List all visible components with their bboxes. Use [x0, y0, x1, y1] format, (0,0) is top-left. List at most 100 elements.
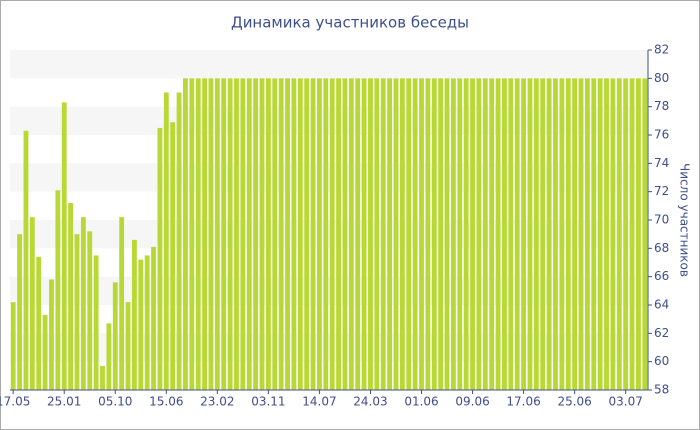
x-tick-label: 23.02 — [200, 395, 234, 409]
grid-band — [10, 50, 648, 79]
y-tick-label: 78 — [654, 99, 669, 113]
bar — [100, 365, 105, 390]
y-tick-label: 66 — [654, 269, 669, 283]
bar — [176, 92, 182, 390]
bar — [629, 78, 635, 390]
bar — [106, 323, 112, 390]
bar — [489, 78, 495, 390]
bar — [546, 78, 552, 390]
bar — [616, 78, 622, 390]
x-tick-label: 25.06 — [557, 395, 591, 409]
bar — [10, 302, 16, 390]
bar — [202, 78, 208, 390]
grid-band — [10, 220, 648, 249]
x-tick-label: 17.05 — [0, 395, 30, 409]
bar — [208, 78, 214, 390]
bar — [444, 78, 450, 390]
bar — [553, 78, 558, 390]
bar — [297, 78, 303, 390]
bar — [214, 78, 220, 390]
bar — [642, 78, 648, 390]
bar — [368, 78, 373, 390]
bar — [604, 78, 609, 390]
bar — [348, 78, 354, 390]
bar — [61, 102, 67, 391]
bar — [304, 78, 310, 390]
x-tick-label: 03.07 — [608, 395, 642, 409]
bar — [68, 203, 74, 390]
bar — [457, 78, 463, 390]
x-tick-label: 01.06 — [404, 395, 438, 409]
bar — [374, 78, 380, 390]
bar — [527, 78, 533, 390]
bar — [399, 78, 405, 390]
bar — [380, 78, 386, 390]
bar — [259, 78, 265, 390]
bar — [533, 78, 539, 390]
y-tick-label: 80 — [654, 71, 669, 85]
bar — [578, 78, 584, 390]
bar — [23, 130, 29, 390]
bar — [93, 255, 99, 390]
bar — [189, 78, 195, 390]
bar — [559, 78, 565, 390]
bar — [470, 78, 475, 390]
bar — [355, 78, 361, 390]
bar — [361, 78, 367, 390]
bar — [342, 78, 348, 390]
y-tick-label: 70 — [654, 213, 669, 227]
x-tick-label: 24.03 — [353, 395, 387, 409]
bar — [572, 78, 578, 390]
bar — [438, 78, 444, 390]
bar — [463, 78, 469, 390]
bar — [521, 78, 527, 390]
bar — [476, 78, 482, 390]
bar — [55, 190, 61, 390]
bar — [42, 314, 48, 390]
bar — [253, 78, 259, 390]
bar — [272, 78, 278, 390]
bar — [144, 255, 150, 390]
bar — [49, 279, 54, 390]
x-tick-label: 14.07 — [302, 395, 336, 409]
bar — [450, 78, 456, 390]
y-tick-label: 62 — [654, 326, 669, 340]
bar — [163, 92, 169, 390]
bar — [406, 78, 412, 390]
bar — [565, 78, 571, 390]
y-tick-label: 76 — [654, 128, 669, 142]
bar — [285, 78, 290, 390]
bar — [170, 122, 176, 390]
bar — [502, 78, 507, 390]
bar — [425, 78, 431, 390]
bar — [131, 239, 137, 390]
bar — [157, 127, 163, 391]
x-tick-label: 05.10 — [98, 395, 132, 409]
y-tick-label: 64 — [654, 298, 669, 312]
bar — [495, 78, 501, 390]
bar — [431, 78, 437, 390]
y-tick-label: 74 — [654, 156, 669, 170]
bar — [323, 78, 329, 390]
bar — [412, 78, 418, 390]
bar — [80, 217, 86, 390]
y-axis-label: Число участников — [678, 163, 692, 277]
x-tick-label: 25.01 — [47, 395, 81, 409]
bar — [87, 231, 93, 390]
bar — [508, 78, 514, 390]
bar — [17, 234, 22, 390]
bar — [310, 78, 316, 390]
x-tick-label: 03.11 — [251, 395, 285, 409]
x-tick-label: 17.06 — [506, 395, 540, 409]
bar — [195, 78, 201, 390]
bar — [36, 256, 42, 390]
bar — [597, 78, 603, 390]
bar — [514, 78, 520, 390]
y-tick-label: 58 — [654, 383, 669, 397]
grid-band — [10, 163, 648, 192]
bar — [221, 78, 227, 390]
grid-band — [10, 333, 648, 362]
bar — [336, 78, 341, 390]
bar — [636, 78, 641, 390]
